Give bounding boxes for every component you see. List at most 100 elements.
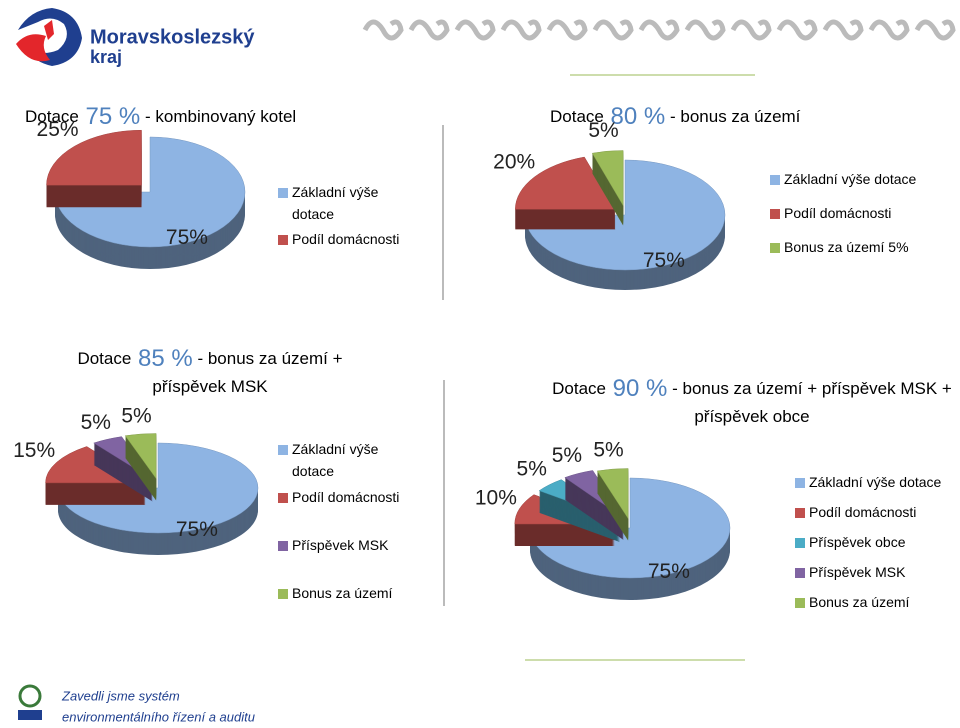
text-span: území (867, 594, 909, 610)
text-span: Základní (292, 441, 346, 457)
text-span: Podíl (292, 231, 324, 247)
legend-marker (795, 508, 805, 518)
emas-circle (18, 684, 42, 708)
legend-label: Příspěvek obce (809, 534, 906, 550)
value-label: 5% (121, 405, 151, 428)
text-span: MSK (871, 564, 906, 580)
legend-marker (278, 541, 288, 551)
legend-label: Základní výše dotace (292, 184, 379, 222)
text-span: za (727, 107, 750, 126)
text-span: domácnosti (324, 489, 399, 505)
pie-slice (93, 436, 153, 502)
squiggle (868, 19, 910, 41)
text-span: + (937, 379, 952, 398)
text-span: Příspěvek (292, 537, 355, 553)
pie-slice (124, 433, 157, 501)
text-span: dotace (292, 206, 334, 222)
text-span: Základní (809, 474, 863, 490)
value-label: 5% (81, 411, 111, 434)
logo: Moravskoslezský kraj (16, 8, 255, 67)
legend-marker (278, 589, 288, 599)
legend-label: Základní výše dotace (809, 474, 942, 490)
text-span: za (254, 349, 277, 368)
logo-arc (18, 8, 82, 66)
text-span: MSK (896, 379, 938, 398)
chart-title: Dotace 75 % - kombinovaný kotel (25, 103, 296, 130)
squiggle (638, 19, 680, 41)
value-label: 75% (648, 560, 690, 583)
text-span: za (824, 239, 843, 255)
legend-label: Příspěvek MSK (809, 564, 906, 580)
squiggle (684, 19, 726, 41)
text-span: výše (346, 184, 379, 200)
text-span: - (667, 379, 677, 398)
logo-text: kraj (90, 47, 122, 67)
text-span: výše (346, 441, 379, 457)
text-span: MSK (226, 377, 268, 396)
text-span: území (749, 107, 800, 126)
text-span: bonus (678, 379, 729, 398)
pie-slice (57, 442, 259, 555)
squiggle (546, 19, 588, 41)
slice-top (124, 433, 157, 480)
legend-marker (770, 175, 780, 185)
pie-slice (515, 156, 616, 230)
text-span: 75 (79, 103, 112, 130)
pie-slice (46, 129, 142, 208)
value-label: 5% (517, 457, 547, 480)
emas-box (18, 710, 42, 720)
text-span: domácnosti (324, 231, 399, 247)
legend-marker (278, 235, 288, 245)
legend-marker (795, 538, 805, 548)
squiggle (454, 19, 496, 41)
text-span: dotace (895, 474, 941, 490)
pie-slice (45, 446, 147, 505)
text-span: Bonus (809, 594, 849, 610)
legend-marker (278, 493, 288, 503)
slice-top (46, 129, 142, 186)
legend-marker (278, 188, 288, 198)
text-span: % (112, 103, 140, 130)
text-span: % (637, 103, 665, 130)
pie-slice (529, 477, 731, 600)
text-span: Základní (784, 171, 838, 187)
value-label: 75% (643, 249, 685, 272)
squiggle (408, 19, 450, 41)
decor-pattern (362, 19, 956, 41)
legend-label: Podíl domácnosti (292, 231, 399, 247)
value-label: 15% (13, 439, 55, 462)
text-span: 5% (884, 239, 908, 255)
text-span: Podíl (809, 504, 841, 520)
text-span: - (665, 107, 675, 126)
text-span: příspěvek (152, 377, 226, 396)
pie-slice (564, 470, 624, 541)
slice-top (524, 159, 726, 271)
legend-marker (795, 598, 805, 608)
text-span: Dotace (550, 107, 604, 126)
slice-top (529, 477, 731, 579)
squiggle (500, 19, 542, 41)
value-label: 25% (37, 118, 79, 141)
text-span: 90 (606, 375, 639, 402)
footer-text: Zavedli jsme systém (61, 688, 180, 703)
legend-label: Bonus za území 5% (784, 239, 909, 255)
value-label: 5% (552, 444, 582, 467)
squiggle (362, 19, 404, 41)
legend-marker (795, 568, 805, 578)
pie-slice (524, 159, 726, 290)
slice-top (596, 468, 629, 520)
text-span: 80 (604, 103, 637, 130)
text-span: + (328, 349, 343, 368)
text-span: % (165, 345, 193, 372)
squiggle (776, 19, 818, 41)
pie-slice (591, 150, 624, 226)
legend-marker (770, 243, 780, 253)
text-span: dotace (870, 171, 916, 187)
text-span: obce (871, 534, 905, 550)
value-label: 75% (176, 518, 218, 541)
text-span: území (842, 239, 884, 255)
text-span: Bonus (784, 239, 824, 255)
text-span: příspěvek (817, 379, 896, 398)
squiggle (730, 19, 772, 41)
text-span: + (803, 379, 818, 398)
